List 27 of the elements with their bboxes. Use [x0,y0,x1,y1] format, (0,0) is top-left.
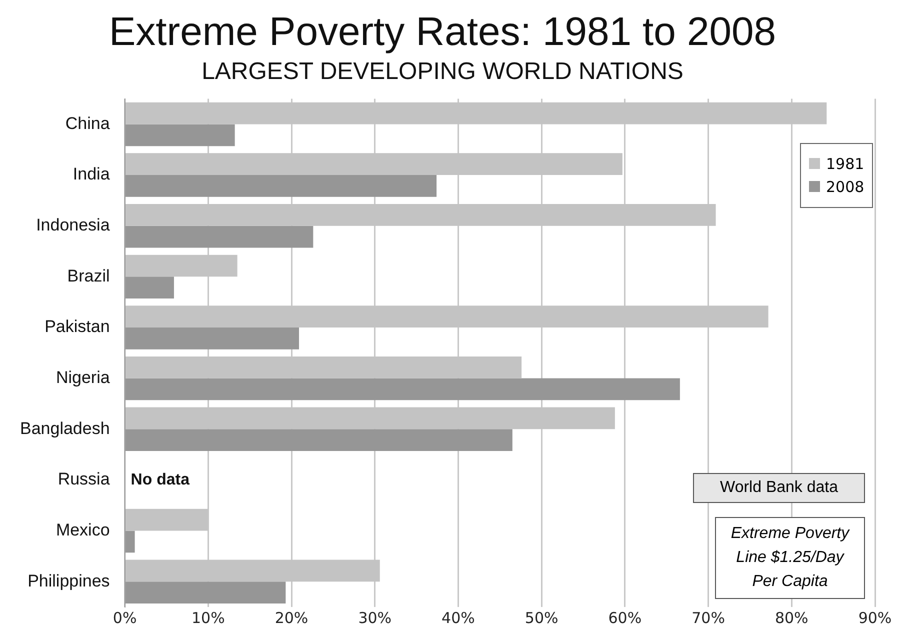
y-tick-label: India [72,164,110,184]
x-tick-label: 30% [358,608,392,627]
x-tick-label: 40% [442,608,475,627]
y-tick-label: Pakistan [44,317,110,336]
x-tick-label: 90% [858,608,892,627]
note-box: World Bank data [693,473,865,503]
y-tick-label: Russia [58,470,110,489]
y-tick-label: Bangladesh [20,418,110,438]
x-tick-label: 60% [608,608,642,627]
legend-label: 1981 [826,154,864,173]
chart-subtitle: LARGEST DEVELOPING WORLD NATIONS [202,58,684,86]
y-tick-label: Philippines [28,571,110,590]
x-tick-label: 20% [274,608,308,627]
x-tick-label: 70% [692,608,725,627]
y-tick-label: Indonesia [36,216,110,235]
y-tick-label: Brazil [67,266,110,286]
chart-title: Extreme Poverty Rates: 1981 to 2008 [108,10,776,54]
y-tick-label: Nigeria [56,368,110,387]
y-tick-label: China [65,114,110,133]
x-tick-label: 80% [774,608,808,627]
x-tick-label: 0% [112,608,137,627]
y-tick-label: Mexico [56,520,110,540]
note-box: Extreme Poverty Line $1.25/Day Per Capita [715,517,865,599]
legend-label: 2008 [826,178,864,196]
x-tick-label: 50% [524,608,558,627]
x-tick-label: 10% [191,608,225,627]
annotation: No data [130,471,190,488]
